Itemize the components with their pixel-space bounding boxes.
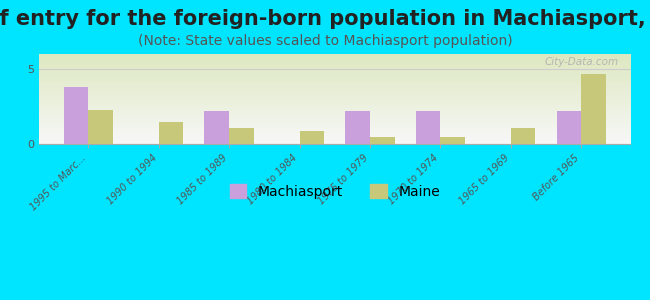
Bar <box>581 74 606 144</box>
Bar <box>229 128 254 144</box>
Bar <box>88 110 113 144</box>
Bar <box>416 111 440 144</box>
Bar <box>556 111 581 144</box>
Bar <box>300 130 324 144</box>
Bar <box>370 136 395 144</box>
Bar <box>345 111 370 144</box>
Text: City-Data.com: City-Data.com <box>545 57 619 67</box>
Bar <box>64 87 88 144</box>
Bar <box>205 111 229 144</box>
Bar <box>440 136 465 144</box>
Legend: Machiasport, Maine: Machiasport, Maine <box>224 178 445 205</box>
Text: (Note: State values scaled to Machiasport population): (Note: State values scaled to Machiaspor… <box>138 34 512 49</box>
Bar <box>159 122 183 144</box>
Text: Year of entry for the foreign-born population in Machiasport, Maine: Year of entry for the foreign-born popul… <box>0 9 650 29</box>
Bar <box>511 128 536 144</box>
